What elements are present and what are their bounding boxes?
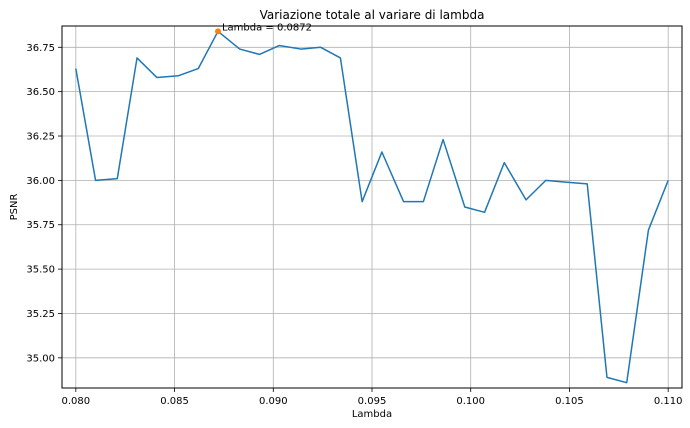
- grid: [62, 26, 682, 388]
- x-tick-label: 0.090: [259, 396, 288, 407]
- plot-frame: [61, 25, 683, 389]
- x-tick-label: 0.110: [654, 396, 683, 407]
- series-layer: [75, 28, 669, 384]
- y-tick-label: 36.00: [26, 176, 55, 187]
- annotation: Lambda = 0.0872: [222, 22, 312, 33]
- y-tick-label: 35.25: [26, 309, 55, 320]
- y-axis: 35.00 35.25 35.50 35.75 36.00 36.25 36.50 36.75: [26, 43, 62, 364]
- y-axis-label: PSNR: [9, 194, 20, 221]
- x-tick-label: 0.080: [62, 396, 91, 407]
- x-axis: 0.080 0.085 0.090 0.095 0.100 0.105 0.110: [62, 388, 683, 407]
- x-tick-label: 0.105: [555, 396, 584, 407]
- chart-title: Variazione totale al variare di lambda: [260, 8, 485, 22]
- y-tick-label: 35.00: [26, 353, 55, 364]
- y-tick-label: 36.75: [26, 43, 55, 54]
- x-tick-label: 0.085: [160, 396, 189, 407]
- x-axis-label: Lambda: [352, 409, 392, 420]
- y-tick-label: 35.75: [26, 220, 55, 231]
- y-tick-label: 36.25: [26, 132, 55, 143]
- x-tick-label: 0.100: [456, 396, 485, 407]
- max-point-marker: [214, 28, 221, 35]
- series-line: [75, 30, 669, 384]
- x-tick-label: 0.095: [358, 396, 387, 407]
- y-tick-label: 35.50: [26, 265, 55, 276]
- y-tick-label: 36.50: [26, 87, 55, 98]
